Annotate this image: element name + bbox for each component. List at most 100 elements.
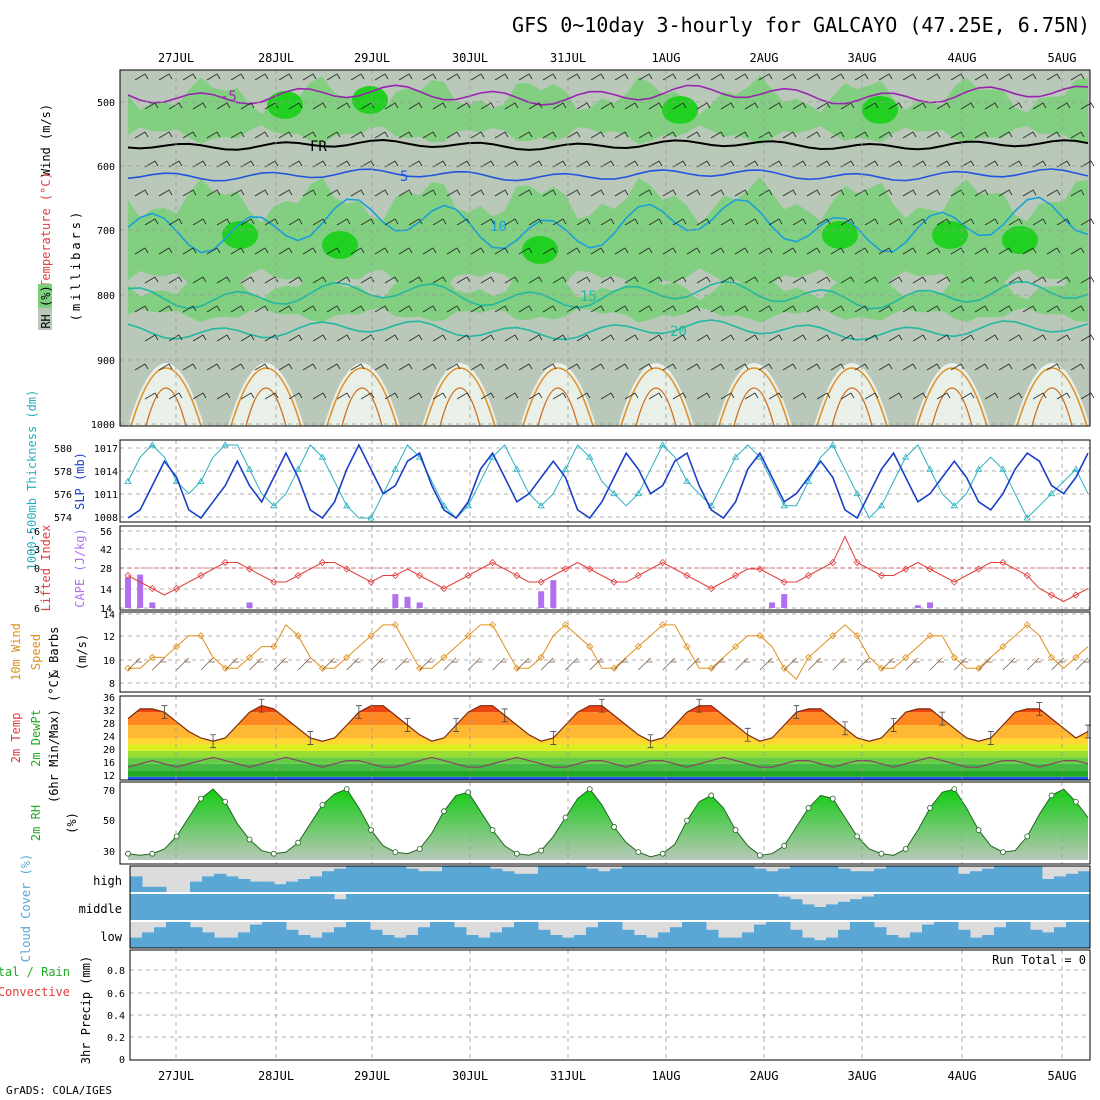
cloud-bar [238, 932, 251, 948]
wind-barb [840, 160, 855, 168]
wind-barb [648, 276, 663, 284]
rh-marker [198, 795, 204, 802]
wind-speed-marker [853, 632, 861, 640]
thickness-line [127, 444, 1089, 519]
wind-barb [1032, 334, 1047, 342]
wind-barb [576, 334, 591, 342]
tick-label: 30 [103, 847, 115, 858]
cloud-bar [310, 894, 323, 920]
cloud-bar [550, 935, 563, 948]
cloud-bar [790, 866, 803, 892]
wind-barb [768, 218, 783, 226]
cape-bar [550, 580, 557, 608]
wind10-axis-label: 10m Wind [9, 623, 23, 681]
wind-barb [254, 247, 269, 255]
cloud-bar [430, 871, 443, 892]
cloud-bar [1030, 894, 1043, 920]
wind-barb [696, 218, 711, 226]
wind-barb [888, 218, 903, 226]
wind-barb [374, 73, 389, 81]
wind-barb [686, 657, 701, 671]
wind-barb [759, 657, 774, 671]
cloud-bar [934, 866, 947, 892]
cloud-bar [370, 894, 383, 920]
lifted-index-marker [1023, 571, 1031, 580]
cloud-bar [322, 932, 335, 948]
wind-speed-marker [975, 664, 983, 672]
wind-barb [878, 189, 893, 197]
pressure-ticks: 500 600 700 800 900 1000 [91, 98, 115, 431]
wind-speed-marker [829, 632, 837, 640]
rh-moist-band [128, 176, 1088, 292]
cloud-bar [598, 894, 611, 920]
cloud-bar [946, 894, 959, 920]
cloud-bar [634, 935, 647, 948]
wind-barb [974, 305, 989, 313]
wind-barb [422, 305, 437, 313]
cloud-bar [310, 876, 323, 892]
wind-barb [1080, 102, 1095, 110]
wind-barb [456, 392, 471, 400]
wind-barb [336, 392, 351, 400]
wind-barb [1056, 334, 1071, 342]
wind-barb [395, 657, 410, 671]
wind-barb [182, 305, 197, 313]
wind-barb [1046, 247, 1061, 255]
wind-barb [1002, 657, 1017, 671]
thickness-marker [1072, 465, 1080, 472]
cloud-bar [994, 866, 1007, 892]
rh-high-blob [352, 86, 388, 114]
bottom-date-label: 30JUL [452, 1069, 488, 1083]
wind-barb [542, 363, 557, 371]
pressure-axis-label: (millibars) [69, 209, 83, 321]
wind-barb [326, 247, 341, 255]
wind-barb [374, 131, 389, 139]
lifted-index-marker [270, 578, 278, 586]
wind-barb [744, 218, 759, 226]
wind-barb [494, 189, 509, 197]
tick-label: 1008 [94, 513, 118, 524]
cloud-bar [1042, 894, 1055, 920]
wind-barb [624, 392, 639, 400]
cloud-bar [826, 937, 839, 948]
wind-barb [792, 392, 807, 400]
wind-barb [336, 102, 351, 110]
wind-barb [422, 189, 437, 197]
wind-barb [864, 218, 879, 226]
tick-label: 10 [103, 656, 115, 667]
wind-barbs [134, 73, 1095, 400]
cloud-bar [802, 937, 815, 948]
cloud-bar [334, 927, 347, 948]
wind-barb [326, 189, 341, 197]
lifted-index-marker [561, 565, 570, 573]
cloud-bar [754, 868, 767, 892]
wind-barb [758, 73, 773, 81]
wind-barb [446, 247, 461, 255]
wind-barb [734, 305, 749, 313]
wind-barb [960, 392, 975, 400]
bottom-date-label: 4AUG [948, 1069, 977, 1083]
lifted-index-marker [780, 578, 788, 586]
wind-barb [1075, 657, 1090, 671]
wind-barb [905, 657, 920, 671]
wind-barb [182, 73, 197, 81]
cloud-bar [910, 894, 923, 920]
rh-high-blob [822, 221, 858, 249]
wind-barb [576, 218, 591, 226]
cloud-bar [790, 899, 803, 920]
cloud-bar [622, 894, 635, 920]
wind-barb [936, 102, 951, 110]
cloud-bar [1030, 866, 1043, 892]
thickness-marker [804, 477, 813, 484]
dry-dome [324, 363, 400, 426]
wind-barb [492, 657, 507, 671]
rh-axis-label: RH (%) [39, 285, 53, 328]
wind-barb [456, 160, 471, 168]
lifted-index-marker [732, 571, 740, 580]
cloud-bar [334, 868, 347, 892]
wind-barb [504, 218, 519, 226]
wind-barb [518, 305, 533, 313]
wind-speed-marker [634, 643, 642, 651]
wind-barb [206, 189, 221, 197]
panel-vertical-profile: -5 FR 5 10 15 20 500 600 700 800 900 1000 Wind (m/… [38, 69, 1095, 431]
